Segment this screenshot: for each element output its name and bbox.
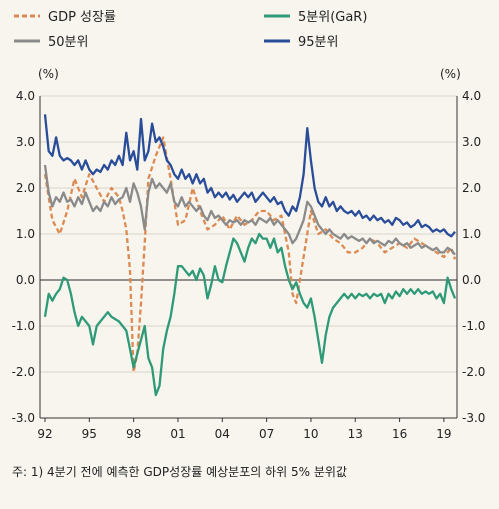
legend-label: 5분위(GaR): [298, 10, 367, 25]
y-tick-label-right: 3.0: [462, 135, 481, 149]
series-line: [43, 136, 457, 374]
gridlines: [40, 95, 457, 419]
legend-label: 95분위: [298, 35, 338, 50]
series-line: [43, 164, 456, 256]
y-unit-right: (%): [440, 67, 461, 81]
y-tick-label-right: 2.0: [462, 181, 481, 195]
y-tick-label-left: 1.0: [16, 227, 35, 241]
legend: GDP 성장률 5분위(GaR) 50분위 95분위: [14, 10, 367, 50]
y-tick-label-left: -2.0: [12, 365, 35, 379]
x-tick-label: 01: [170, 427, 185, 441]
series-layer: [43, 114, 457, 397]
y-ticks-right: 4.0 3.0 2.0 1.0 0.0 -1.0 -2.0 -3.0: [462, 89, 485, 425]
x-tick-label: 98: [126, 427, 141, 441]
x-tick-label: 07: [259, 427, 274, 441]
x-tick-label: 95: [82, 427, 97, 441]
y-tick-label-right: -2.0: [462, 365, 485, 379]
y-tick-label-right: 4.0: [462, 89, 481, 103]
x-tick-label: 04: [215, 427, 230, 441]
y-tick-label-left: 0.0: [16, 273, 35, 287]
y-tick-label-left: 3.0: [16, 135, 35, 149]
y-tick-label-right: -1.0: [462, 319, 485, 333]
y-tick-label-left: -3.0: [12, 411, 35, 425]
y-tick-label-right: 1.0: [462, 227, 481, 241]
x-tick-label: 19: [436, 427, 451, 441]
series-line: [43, 232, 457, 397]
x-tick-label: 13: [348, 427, 363, 441]
legend-label: GDP 성장률: [48, 10, 116, 25]
series-line: [43, 114, 456, 238]
x-tick-label: 92: [37, 427, 52, 441]
y-tick-label-left: -1.0: [12, 319, 35, 333]
x-tick-label: 10: [303, 427, 318, 441]
x-ticks: 92 95 98 01 04 07 10 13 16 19: [37, 418, 452, 441]
y-tick-label-right: -3.0: [462, 411, 485, 425]
y-tick-label-left: 2.0: [16, 181, 35, 195]
axes: [39, 96, 458, 419]
legend-label: 50분위: [48, 35, 88, 50]
y-unit-left: (%): [38, 67, 59, 81]
y-tick-label-left: 4.0: [16, 89, 35, 103]
x-tick-label: 16: [392, 427, 407, 441]
footnote: 주: 1) 4분기 전에 예측한 GDP성장률 예상분포의 하위 5% 분위값: [12, 465, 347, 479]
y-ticks-left: 4.0 3.0 2.0 1.0 0.0 -1.0 -2.0 -3.0: [12, 89, 35, 425]
y-tick-label-right: 0.0: [462, 273, 481, 287]
